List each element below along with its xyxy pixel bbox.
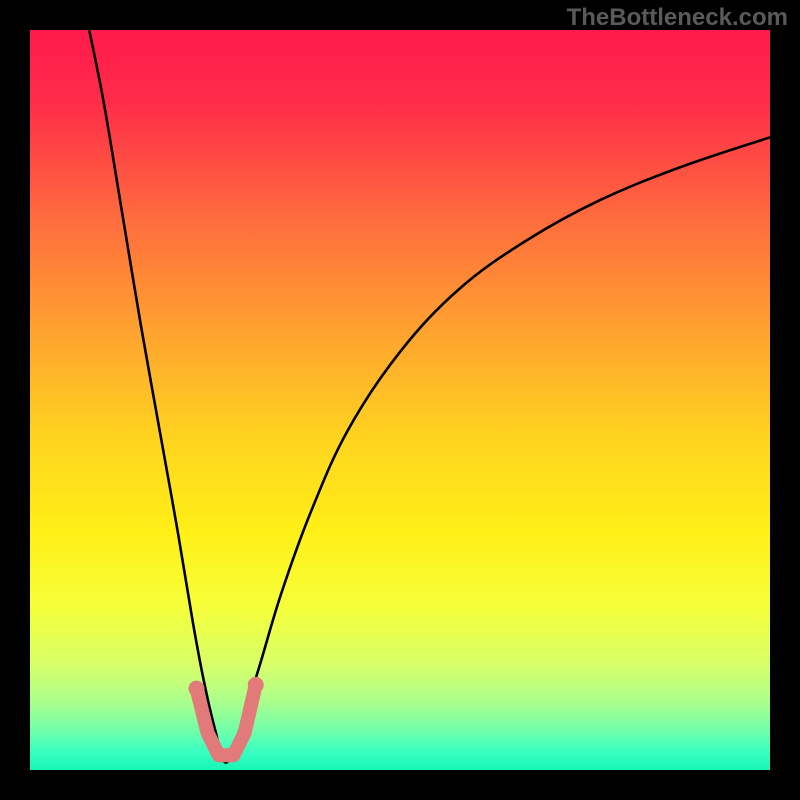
gradient-background [30,30,770,770]
optimum-marker-dot [248,677,264,693]
attribution-label: TheBottleneck.com [567,4,788,32]
chart-container: TheBottleneck.com [0,0,800,800]
optimum-marker-dot [189,681,205,697]
bottleneck-chart [0,0,800,800]
